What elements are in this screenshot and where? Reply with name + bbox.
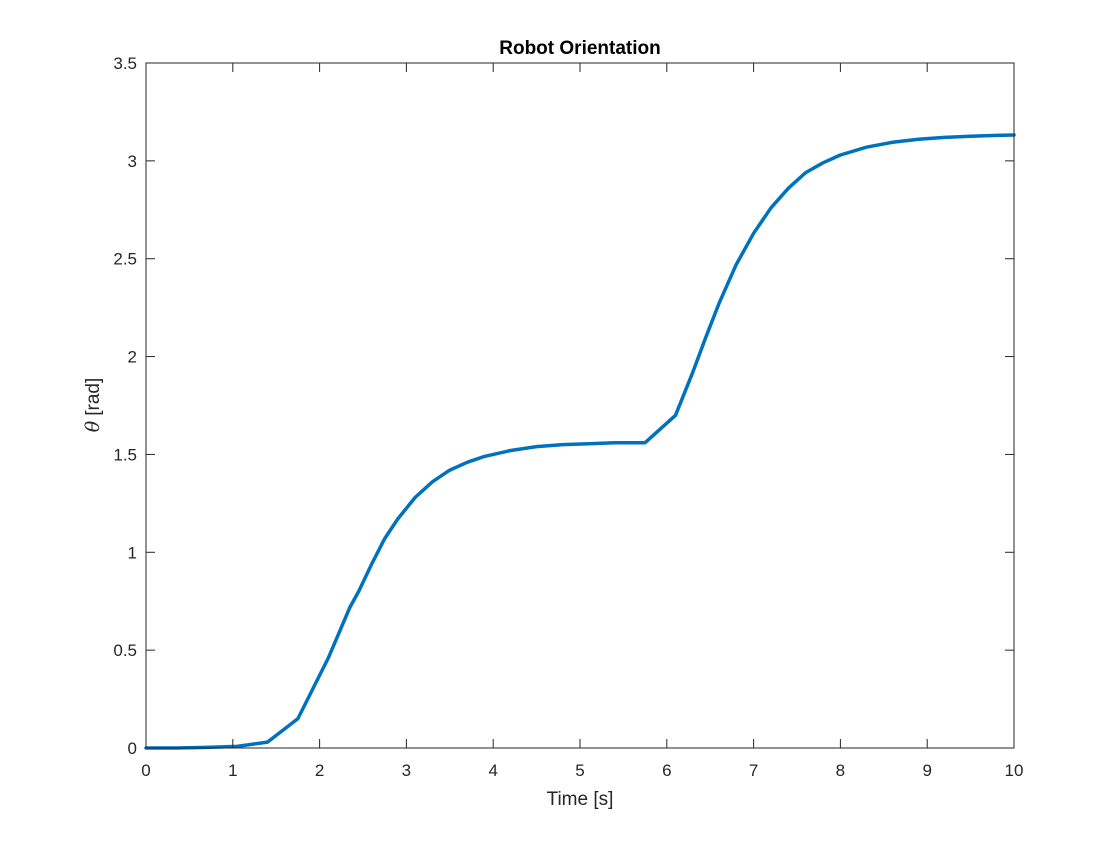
- plot-area: [146, 63, 1014, 748]
- y-tick-label: 0: [128, 739, 137, 758]
- y-ticks: 0 0.5 1 1.5 2 2.5 3 3.5: [113, 54, 1014, 758]
- y-tick-label: 2.5: [113, 250, 137, 269]
- x-tick-label: 9: [922, 761, 931, 780]
- x-tick-label: 8: [836, 761, 845, 780]
- chart-title: Robot Orientation: [499, 38, 660, 59]
- y-tick-label: 2: [128, 348, 137, 367]
- orientation-series-line: [144, 133, 1016, 750]
- y-tick-label: 0.5: [113, 641, 137, 660]
- y-tick-label: 3.5: [113, 54, 137, 73]
- x-tick-label: 1: [228, 761, 237, 780]
- y-tick-label: 3: [128, 152, 137, 171]
- x-ticks: 0 1 2 3 4 5 6 7 8 9 10: [141, 63, 1023, 780]
- x-tick-label: 4: [488, 761, 497, 780]
- y-tick-label: 1: [128, 543, 137, 562]
- x-tick-label: 3: [402, 761, 411, 780]
- y-axis-symbol: θ: [82, 420, 104, 432]
- x-tick-label: 0: [141, 761, 150, 780]
- y-axis-unit: [rad]: [83, 378, 104, 416]
- x-tick-label: 2: [315, 761, 324, 780]
- y-axis-label: θ [rad]: [82, 378, 104, 432]
- x-axis-label: Time [s]: [547, 789, 614, 810]
- y-tick-label: 1.5: [113, 445, 137, 464]
- x-tick-label: 7: [749, 761, 758, 780]
- x-tick-label: 10: [1005, 761, 1024, 780]
- x-tick-label: 6: [662, 761, 671, 780]
- series-layer: [144, 133, 1016, 750]
- x-tick-label: 5: [575, 761, 584, 780]
